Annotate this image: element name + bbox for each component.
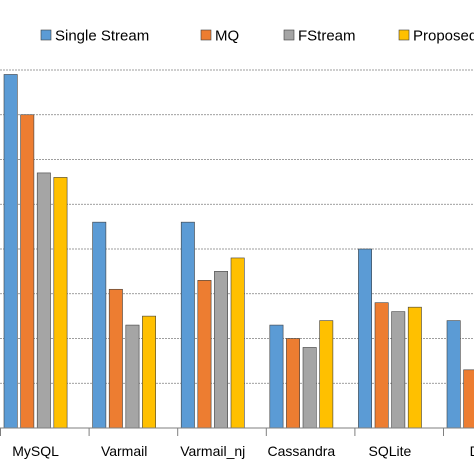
bar: [358, 248, 372, 429]
bar: [180, 221, 195, 429]
bar: [92, 221, 107, 429]
bar: [3, 74, 18, 429]
bar: [286, 338, 300, 429]
category-label: Varmail: [101, 443, 147, 459]
bar: [302, 347, 317, 429]
category-label: SQLite: [369, 443, 412, 459]
bar: [197, 280, 212, 429]
legend-swatch: [283, 29, 295, 41]
category-labels: MySQL Varmail Varmail_nj Cassandra SQLite Db: [12, 443, 474, 459]
bar: [446, 320, 461, 429]
legend-label: Proposed: [413, 28, 474, 45]
bar: [36, 172, 51, 429]
category-label: MySQL: [12, 443, 59, 459]
legend-label: MQ: [215, 28, 239, 45]
category-label: Varmail_nj: [180, 443, 245, 459]
bar: [407, 306, 422, 429]
bar: [230, 257, 245, 429]
legend-label: Single Stream: [55, 28, 149, 45]
legend-swatch: [200, 29, 212, 41]
legend-swatch: [398, 29, 410, 41]
bar: [125, 324, 140, 429]
bars: [3, 74, 474, 429]
bar: [374, 302, 389, 429]
category-label: Db: [470, 443, 474, 459]
bar: [108, 288, 123, 429]
bar: [391, 311, 406, 429]
bar: [319, 320, 334, 429]
legend: Single Stream MQ FStream Proposed: [40, 28, 474, 45]
bar: [53, 177, 68, 429]
legend-swatch: [40, 29, 52, 41]
bar: [269, 324, 284, 429]
legend-label: FStream: [298, 28, 356, 45]
bar: [142, 315, 156, 429]
bar: [20, 114, 35, 429]
category-label: Cassandra: [267, 443, 335, 459]
bar: [463, 369, 474, 429]
bar: [214, 271, 228, 429]
x-axis: [0, 427, 474, 436]
